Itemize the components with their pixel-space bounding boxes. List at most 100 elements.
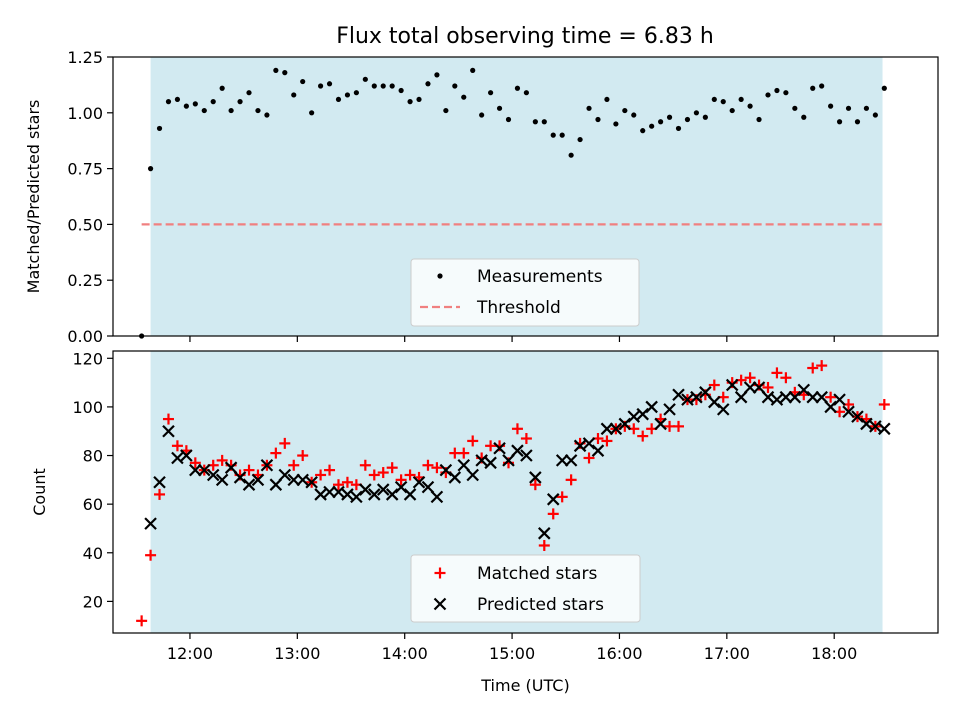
- measurement-point: [353, 90, 359, 96]
- predicted-star-point: [681, 393, 694, 406]
- measurement-point: [461, 94, 467, 100]
- predicted-star-point: [511, 444, 524, 457]
- predicted-star-point: [573, 439, 587, 453]
- predicted-star-point: [725, 378, 739, 392]
- predicted-star-point: [860, 417, 873, 431]
- legend-measurements-marker: [437, 273, 443, 279]
- count-y-tick-label: 120: [72, 349, 103, 368]
- measurement-point: [389, 83, 395, 89]
- matched-star-point: [332, 479, 344, 491]
- measurement-point: [720, 99, 726, 105]
- legend-matched-label: Matched stars: [477, 564, 597, 584]
- matched-star-point: [431, 462, 443, 474]
- measurement-point: [568, 152, 574, 158]
- count-y-tick-label: 20: [83, 592, 103, 611]
- measurement-point: [523, 90, 529, 96]
- legend-cross-glyph: [433, 597, 447, 611]
- count-x-tick-label: 18:00: [811, 644, 857, 663]
- predicted-star-point: [869, 420, 882, 433]
- measurement-point: [586, 105, 592, 111]
- measurement-point: [756, 116, 762, 123]
- predicted-star-point: [368, 488, 381, 501]
- predicted-star-point: [788, 390, 802, 404]
- count-y-tick-label: 40: [83, 544, 103, 563]
- measurement-point: [792, 105, 798, 111]
- matched-star-point: [547, 508, 559, 520]
- predicted-star-point: [385, 488, 399, 501]
- measurement-point: [470, 67, 476, 73]
- matched-star-point: [744, 372, 756, 384]
- predicted-star-point: [484, 456, 497, 470]
- ratio-y-tick-label: 1.00: [67, 104, 103, 123]
- matched-star-point: [324, 464, 336, 476]
- measurement-point: [237, 99, 243, 105]
- matched-star-point: [601, 435, 613, 447]
- ratio-legend-box: [410, 258, 640, 327]
- legend-measurements-label: Measurements: [477, 267, 603, 287]
- predicted-star-point: [323, 485, 336, 499]
- measurement-point: [174, 96, 181, 103]
- predicted-star-point: [609, 422, 623, 436]
- count-x-tick-label: 17:00: [704, 644, 750, 663]
- measurement-point: [836, 119, 843, 125]
- measurement-point: [828, 103, 834, 109]
- measurement-point: [541, 119, 547, 125]
- predicted-star-point: [341, 488, 354, 501]
- measurement-point: [416, 96, 422, 103]
- measurement-point: [595, 116, 601, 123]
- matched-star-point: [583, 452, 595, 464]
- matched-star-point: [825, 391, 837, 403]
- measurement-point: [210, 99, 216, 105]
- predicted-star-point: [242, 478, 256, 491]
- measurement-point: [505, 116, 512, 123]
- predicted-star-point: [475, 454, 488, 467]
- predicted-star-point: [314, 488, 327, 501]
- measurement-point: [434, 72, 440, 78]
- measurement-point: [738, 96, 744, 103]
- matched-star-point: [162, 413, 174, 425]
- predicted-star-point: [752, 381, 766, 394]
- predicted-star-point: [663, 403, 676, 416]
- predicted-star-point: [206, 468, 220, 482]
- predicted-star-point: [582, 437, 596, 450]
- count-x-tick-label: 12:00: [167, 644, 213, 663]
- matched-star-point: [467, 435, 479, 447]
- predicted-star-point: [851, 410, 864, 423]
- matched-star-point: [520, 433, 532, 445]
- predicted-star-point: [421, 480, 435, 494]
- ratio-y-tick-label: 1.25: [67, 48, 103, 67]
- predicted-star-point: [546, 493, 560, 506]
- measurement-point: [488, 90, 494, 96]
- matched-star-point: [270, 447, 282, 459]
- measurement-point: [640, 128, 646, 134]
- predicted-star-point: [359, 483, 372, 496]
- measurement-point: [801, 114, 807, 120]
- measurement-point: [255, 107, 261, 114]
- matched-star-point: [762, 381, 774, 393]
- measurement-point: [246, 90, 252, 96]
- measurement-point: [819, 83, 825, 89]
- measurement-point: [264, 112, 270, 118]
- predicted-star-point: [439, 463, 453, 477]
- predicted-star-point: [636, 407, 649, 421]
- measurement-point: [702, 114, 708, 120]
- measurement-point: [147, 166, 154, 172]
- count-panel: 20 40 60 80 100 120 12:00 13:00 14:00 15:00 16:00…: [30, 349, 939, 695]
- predicted-star-point: [654, 417, 667, 431]
- ratio-legend: Measurements Threshold: [410, 258, 640, 327]
- matched-star-point: [243, 464, 255, 476]
- predicted-star-point: [502, 454, 515, 467]
- matched-star-point: [708, 379, 720, 391]
- count-y-ticks: 20 40 60 80 100 120: [72, 349, 113, 611]
- measurement-point: [577, 136, 583, 143]
- matched-star-point: [145, 549, 157, 561]
- measurement-point: [219, 85, 225, 91]
- measurement-point: [443, 107, 449, 114]
- predicted-star-point: [278, 468, 292, 482]
- count-x-tick-label: 13:00: [274, 644, 320, 663]
- predicted-star-point: [457, 458, 471, 472]
- predicted-star-point: [403, 488, 417, 501]
- ratio-y-tick-label: 0.25: [67, 271, 103, 290]
- measurement-point: [693, 110, 700, 116]
- count-y-tick-label: 100: [72, 398, 103, 417]
